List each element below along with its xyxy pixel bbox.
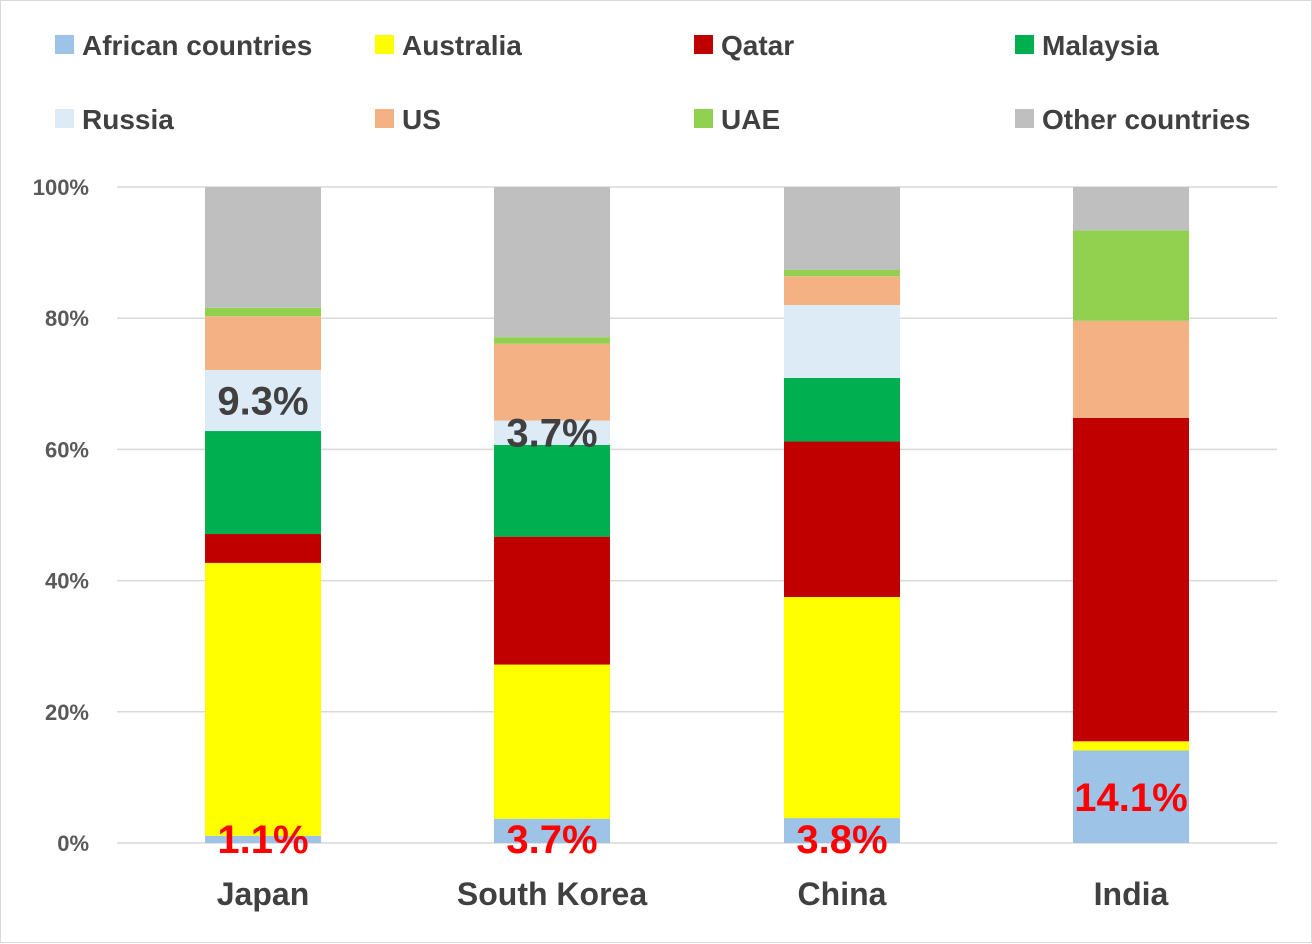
bar-segment [205,431,321,535]
bar-segment [784,276,900,306]
legend-swatch [55,35,74,54]
data-annotation: 3.7% [506,818,597,862]
y-tick-label: 100% [33,175,89,200]
legend-label: Australia [402,30,522,61]
bar-segment [784,269,900,277]
x-category-label: China [798,876,887,912]
legend-swatch [1015,35,1034,54]
bar-segment [205,534,321,563]
bar-segment [1073,230,1189,321]
bar-segment [494,536,610,665]
legend-label: UAE [721,104,780,135]
legend-swatch [694,109,713,128]
data-annotation: 14.1% [1074,776,1187,820]
x-category-label: South Korea [457,876,647,912]
legend-label: Russia [82,104,174,135]
legend-label: Qatar [721,30,794,61]
data-annotation: 9.3% [217,380,308,424]
legend-label: Other countries [1042,104,1250,135]
bar-segment [494,818,610,843]
bar-segment [205,370,321,432]
data-annotation: 3.7% [506,412,597,456]
bar-segment [205,316,321,371]
bar-segment [494,420,610,445]
y-tick-label: 20% [45,700,89,725]
y-tick-label: 40% [45,569,89,594]
bar-segment [784,818,900,843]
legend-swatch [694,35,713,54]
bar-segment [784,305,900,378]
legend: African countries Australia Qatar Malaysia R… [55,30,1250,135]
bar-segment [494,444,610,537]
bar-segment [1073,320,1189,418]
y-axis-ticks: 0% 20% 40% 60% 80% 100% [33,175,89,856]
x-category-label: India [1094,876,1169,912]
legend-swatch [1015,109,1034,128]
bar-segment [494,664,610,819]
x-category-label: Japan [217,876,309,912]
legend-swatch [55,109,74,128]
annotations: 1.1% 3.7% 3.8% 14.1% 9.3% 3.7% [217,380,1187,862]
y-tick-label: 0% [57,831,89,856]
legend-swatch [375,35,394,54]
bar-segment [494,187,610,338]
bar-segment [1073,187,1189,231]
bar-segment [205,835,321,843]
data-annotation: 3.8% [796,818,887,862]
legend-swatch [375,109,394,128]
data-annotation: 1.1% [217,818,308,862]
bar-segment [205,562,321,836]
bar-segment [1073,750,1189,843]
bar-segment [1073,417,1189,742]
bar-segment [784,187,900,270]
x-axis-categories: Japan South Korea China India [217,876,1169,912]
y-tick-label: 60% [45,437,89,462]
legend-label: Malaysia [1042,30,1159,61]
bar-segment [784,377,900,442]
y-tick-label: 80% [45,306,89,331]
bar-segment [494,337,610,344]
bars [205,187,1189,843]
bar-segment [205,187,321,308]
bar-segment [784,597,900,819]
legend-label: African countries [82,30,312,61]
bar-segment [1073,741,1189,751]
legend-label: US [402,104,441,135]
bar-segment [205,307,321,317]
bar-segment [784,441,900,597]
bar-segment [494,343,610,421]
